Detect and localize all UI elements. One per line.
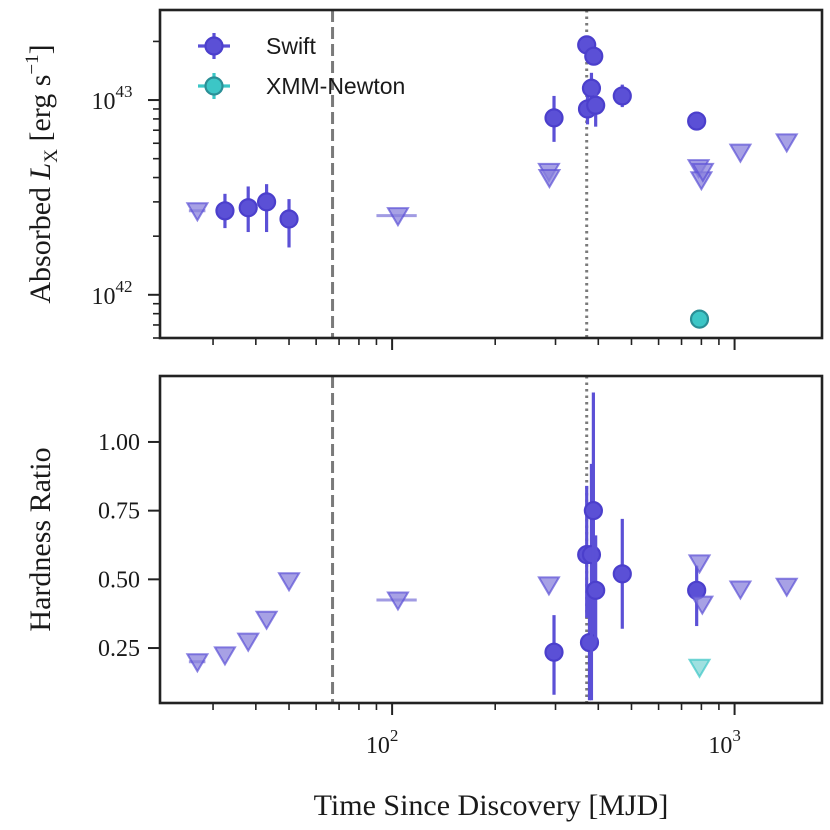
swift-data-point: [238, 198, 258, 218]
x-tick-base: 10: [708, 733, 732, 759]
y-tick-base: 10: [92, 284, 116, 310]
y-tick-label: 0.75: [98, 499, 140, 525]
swift-data-point: [279, 209, 299, 229]
y-axis-label-text: Absorbed: [24, 179, 57, 303]
y-axis-label-unit: [erg s: [24, 75, 57, 149]
swift-upper-limit: [386, 591, 410, 612]
swift-data-point: [544, 642, 564, 662]
y-tick-base: 10: [92, 89, 116, 115]
swift-data-point: [215, 201, 235, 221]
x-tick-exponent: 3: [732, 726, 741, 745]
axes-frame: [158, 8, 824, 340]
swift-data-point: [583, 501, 603, 521]
y-axis-label-subscript: X: [41, 149, 62, 163]
swift-upper-limit: [537, 576, 561, 597]
y-tick-label: 0.25: [98, 636, 140, 662]
x-tick-base: 10: [366, 733, 390, 759]
legend-label-xmm: XMM-Newton: [266, 73, 405, 99]
swift-upper-limit: [254, 610, 279, 631]
xmm-upper-limit: [687, 658, 712, 679]
y-axis-label-bracket: ]: [24, 44, 57, 54]
swift-data-point: [586, 95, 606, 115]
y-axis-label-symbol: L: [24, 163, 57, 181]
y-tick-label: 1043: [92, 82, 133, 115]
swift-upper-limit: [537, 169, 562, 190]
x-tick-label: 103: [708, 726, 741, 759]
y-tick-exponent: 43: [116, 82, 133, 101]
swift-upper-limit: [386, 207, 410, 228]
swift-upper-limit: [691, 162, 715, 183]
swift-data-point: [612, 86, 632, 106]
xmm-data-point: [689, 309, 710, 329]
swift-upper-limit: [774, 577, 799, 598]
swift-upper-limit: [774, 133, 799, 154]
swift-upper-limit: [687, 554, 712, 575]
swift-upper-limit: [277, 572, 301, 593]
swift-data-point: [544, 108, 564, 128]
swift-upper-limit: [185, 202, 210, 223]
swift-upper-limit: [236, 632, 260, 653]
legend-label-swift: Swift: [266, 33, 316, 59]
y-tick-label: 0.50: [98, 567, 140, 593]
swift-data-point: [584, 46, 604, 66]
swift-upper-limit: [728, 143, 753, 164]
swift-data-point: [581, 545, 602, 565]
x-axis-label: Time Since Discovery [MJD]: [314, 789, 669, 822]
swift-data-point: [687, 111, 707, 131]
y-axis-label: Hardness Ratio: [24, 447, 57, 631]
swift-data-point: [581, 78, 602, 98]
swift-upper-limit: [213, 646, 237, 667]
legend-swift-marker: [204, 36, 224, 56]
y-axis-label-exponent: −1: [22, 54, 43, 74]
swift-upper-limit: [690, 595, 715, 616]
swift-data-point: [586, 580, 606, 600]
swift-upper-limit: [185, 653, 210, 674]
swift-upper-limit: [728, 580, 753, 601]
swift-data-point: [612, 564, 632, 584]
swift-data-point: [256, 192, 277, 212]
y-tick-exponent: 42: [116, 277, 133, 296]
swift-data-point: [579, 632, 600, 653]
x-tick-exponent: 2: [390, 726, 399, 745]
y-tick-label: 1.00: [98, 430, 140, 456]
x-tick-label: 102: [366, 726, 399, 759]
legend: Swift XMM-Newton: [198, 33, 405, 99]
axes-frame: [158, 374, 824, 705]
y-tick-label: 1042: [92, 277, 133, 310]
legend-xmm-marker: [204, 76, 224, 96]
y-axis-label: Absorbed LX [erg s−1]: [22, 44, 62, 303]
